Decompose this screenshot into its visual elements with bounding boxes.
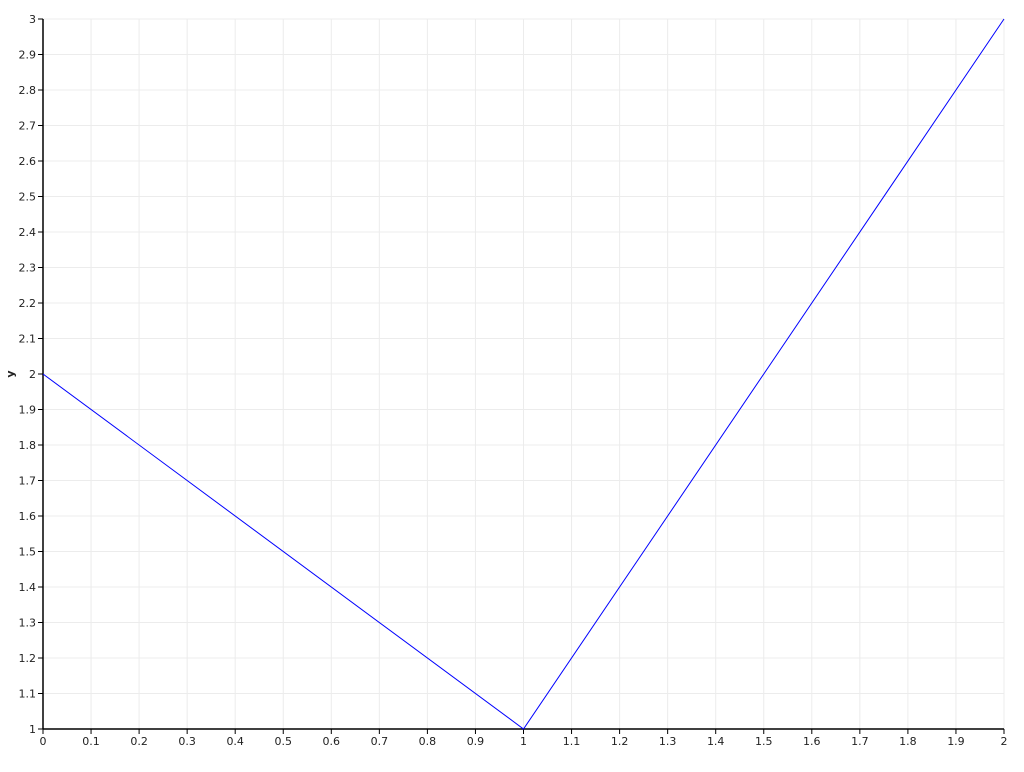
y-tick-label: 2.7 — [19, 120, 37, 133]
y-tick-label: 1.1 — [19, 688, 37, 701]
x-tick-label: 0.6 — [323, 735, 341, 748]
x-tick-label: 0.1 — [82, 735, 100, 748]
x-tick-label: 2 — [1001, 735, 1008, 748]
x-tick-label: 0.7 — [371, 735, 389, 748]
x-tick-label: 1.6 — [803, 735, 821, 748]
y-tick-label: 1.9 — [19, 404, 37, 417]
y-axis-label: y — [4, 370, 17, 377]
y-tick-label: 1.8 — [19, 439, 37, 452]
x-tick-label: 0.8 — [419, 735, 437, 748]
y-tick-label: 2.8 — [19, 84, 37, 97]
y-tick-label: 2.2 — [19, 297, 37, 310]
grid — [42, 18, 1005, 730]
y-tick-label: 1.2 — [19, 652, 37, 665]
y-tick-label: 2.9 — [19, 49, 37, 62]
x-tick-label: 1.7 — [851, 735, 869, 748]
x-tick-label: 1.4 — [707, 735, 725, 748]
y-tick-label: 1.5 — [19, 546, 37, 559]
y-tick-label: 2.4 — [19, 226, 37, 239]
x-tick-label: 0.4 — [226, 735, 244, 748]
x-tick-label: 1.5 — [755, 735, 773, 748]
y-tick-label: 1.6 — [19, 510, 37, 523]
x-tick-label: 1.3 — [659, 735, 677, 748]
y-tick-label: 2.3 — [19, 262, 37, 275]
y-tick-label: 3 — [29, 13, 36, 26]
series-line — [42, 18, 1005, 730]
y-tick-label: 2 — [29, 368, 36, 381]
x-tick-label: 1 — [520, 735, 527, 748]
x-tick-label: 1.8 — [899, 735, 917, 748]
x-tick-label: 0.2 — [130, 735, 148, 748]
y-tick-label: 1.3 — [19, 617, 37, 630]
series — [42, 18, 1005, 730]
ticks: 0 0.1 0.2 0.3 0.4 0.5 0.6 0.7 0.8 0.9 1 1.1 1.2 1.3 1.… — [19, 13, 1008, 748]
y-tick-label: 1.7 — [19, 475, 37, 488]
x-tick-label: 0.5 — [275, 735, 293, 748]
y-tick-label: 1 — [29, 723, 36, 736]
x-tick-label: 1.1 — [563, 735, 581, 748]
y-tick-label: 2.5 — [19, 191, 37, 204]
x-tick-label: 1.2 — [611, 735, 629, 748]
y-tick-label: 2.1 — [19, 333, 37, 346]
y-tick-label: 1.4 — [19, 581, 37, 594]
x-tick-label: 0.3 — [178, 735, 196, 748]
x-tick-label: 1.9 — [947, 735, 965, 748]
y-tick-label: 2.6 — [19, 155, 37, 168]
x-tick-label: 0 — [40, 735, 47, 748]
x-tick-label: 0.9 — [467, 735, 485, 748]
